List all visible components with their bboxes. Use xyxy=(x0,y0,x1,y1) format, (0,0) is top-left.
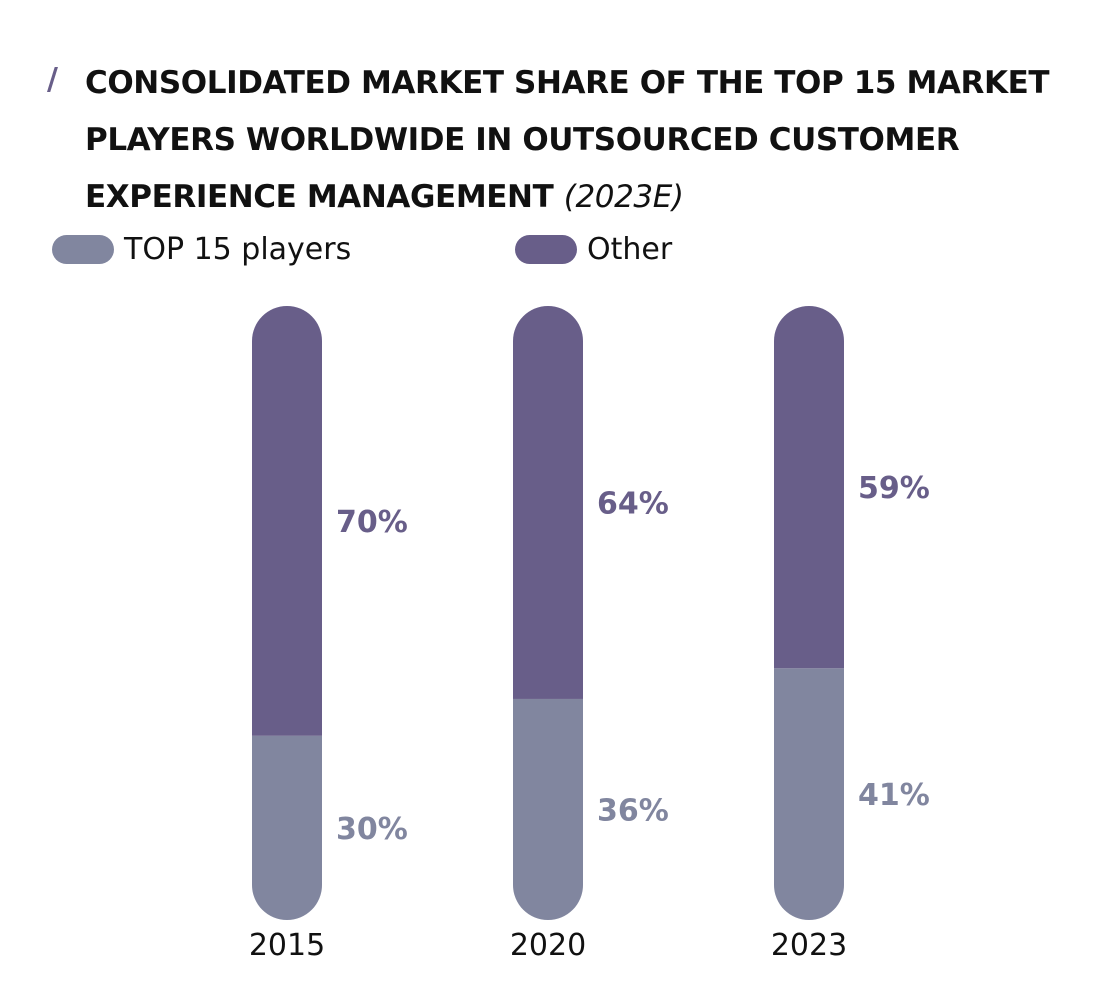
bar-segment-other-2023 xyxy=(774,306,844,669)
bar-2023 xyxy=(774,306,844,920)
legend-swatch-other xyxy=(515,235,577,264)
category-label-2020: 2020 xyxy=(510,928,586,963)
chart-subtitle: (2023E) xyxy=(563,179,684,215)
data-label-other-2015: 70% xyxy=(336,505,408,540)
bar-segment-top15-2015 xyxy=(252,735,322,920)
category-label-2015: 2015 xyxy=(249,928,325,963)
bar-segment-other-2015 xyxy=(252,306,322,736)
data-label-other-2023: 59% xyxy=(858,471,930,506)
bar-segment-top15-2020 xyxy=(513,698,583,920)
data-label-top15-2020: 36% xyxy=(597,793,669,828)
bar-segment-top15-2023 xyxy=(774,668,844,920)
data-label-top15-2015: 30% xyxy=(336,812,408,847)
bar-2015 xyxy=(252,306,322,920)
title-slash-decoration: / xyxy=(47,62,58,97)
bar-segment-other-2020 xyxy=(513,306,583,699)
chart-title: CONSOLIDATED MARKET SHARE OF THE TOP 15 … xyxy=(85,55,1085,226)
legend-swatch-top15 xyxy=(52,235,114,264)
data-label-top15-2023: 41% xyxy=(858,778,930,813)
legend-label-top15: TOP 15 players xyxy=(124,232,352,267)
chart-title-text: CONSOLIDATED MARKET SHARE OF THE TOP 15 … xyxy=(85,65,1050,215)
bar-2020 xyxy=(513,306,583,920)
category-label-2023: 2023 xyxy=(771,928,847,963)
legend-label-other: Other xyxy=(587,232,673,267)
data-label-other-2020: 64% xyxy=(597,486,669,521)
